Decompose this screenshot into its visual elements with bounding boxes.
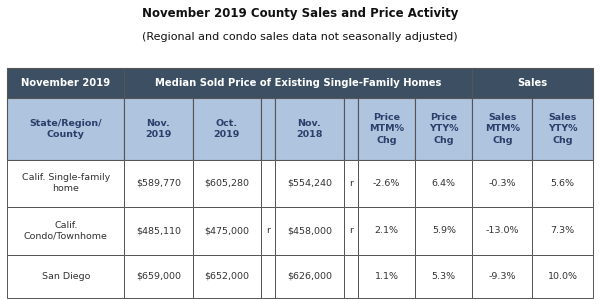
Text: -0.3%: -0.3% (488, 179, 516, 188)
Text: (Regional and condo sales data not seasonally adjusted): (Regional and condo sales data not seaso… (142, 32, 458, 41)
Text: Price
YTY%
Chg: Price YTY% Chg (429, 113, 458, 145)
Text: Oct.
2019: Oct. 2019 (214, 119, 240, 139)
Text: $485,110: $485,110 (136, 226, 181, 235)
Text: November 2019: November 2019 (21, 78, 110, 88)
Text: Sales: Sales (518, 78, 548, 88)
Text: $659,000: $659,000 (136, 272, 181, 280)
Text: 5.9%: 5.9% (432, 226, 456, 235)
Text: 10.0%: 10.0% (548, 272, 578, 280)
Text: $652,000: $652,000 (205, 272, 250, 280)
Text: San Diego: San Diego (41, 272, 90, 280)
Text: r: r (349, 226, 353, 235)
Text: Sales
YTY%
Chg: Sales YTY% Chg (548, 113, 577, 145)
Text: $626,000: $626,000 (287, 272, 332, 280)
Text: $458,000: $458,000 (287, 226, 332, 235)
Text: 6.4%: 6.4% (432, 179, 456, 188)
Text: $605,280: $605,280 (205, 179, 250, 188)
Text: -9.3%: -9.3% (488, 272, 516, 280)
Text: Sales
MTM%
Chg: Sales MTM% Chg (485, 113, 520, 145)
Text: Nov.
2018: Nov. 2018 (296, 119, 323, 139)
Text: $475,000: $475,000 (205, 226, 250, 235)
Text: -2.6%: -2.6% (373, 179, 400, 188)
Text: Calif.
Condo/Townhome: Calif. Condo/Townhome (24, 221, 107, 241)
Text: $589,770: $589,770 (136, 179, 181, 188)
Text: 1.1%: 1.1% (374, 272, 398, 280)
Text: 7.3%: 7.3% (550, 226, 575, 235)
Text: r: r (266, 226, 270, 235)
Text: Median Sold Price of Existing Single-Family Homes: Median Sold Price of Existing Single-Fam… (155, 78, 442, 88)
Text: Price
MTM%
Chg: Price MTM% Chg (369, 113, 404, 145)
Text: November 2019 County Sales and Price Activity: November 2019 County Sales and Price Act… (142, 8, 458, 20)
Text: 5.6%: 5.6% (551, 179, 575, 188)
Text: $554,240: $554,240 (287, 179, 332, 188)
Text: 2.1%: 2.1% (374, 226, 398, 235)
Text: r: r (349, 179, 353, 188)
Text: -13.0%: -13.0% (485, 226, 519, 235)
Text: Calif. Single-family
home: Calif. Single-family home (22, 173, 110, 194)
Text: 5.3%: 5.3% (432, 272, 456, 280)
Text: State/Region/
County: State/Region/ County (29, 119, 102, 139)
Text: Nov.
2019: Nov. 2019 (145, 119, 172, 139)
